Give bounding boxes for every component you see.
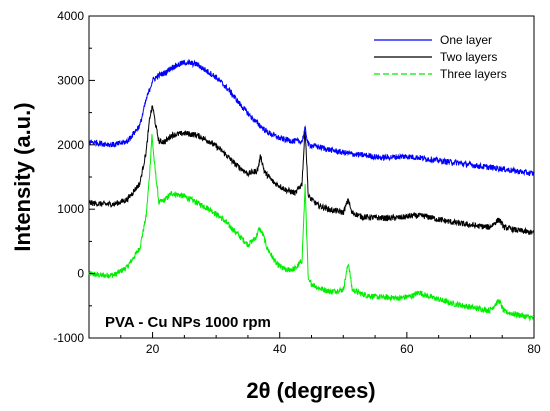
series-line-2 — [88, 105, 535, 235]
series-line-3 — [88, 133, 535, 322]
x-axis-ticks: 20 40 60 80 — [88, 332, 541, 356]
x-tick-label: 40 — [273, 342, 287, 356]
series-line-1 — [88, 58, 535, 177]
x-tick-label: 20 — [146, 342, 160, 356]
y-tick-label: 2000 — [57, 138, 84, 152]
legend-label-2: Two layers — [440, 50, 497, 64]
series-layer — [88, 58, 535, 322]
legend-label-1: One layer — [440, 33, 492, 47]
chart-annotation: PVA - Cu NPs 1000 rpm — [105, 314, 271, 331]
legend: One layer Two layers Three layers — [374, 33, 507, 81]
x-tick-label: 80 — [527, 342, 541, 356]
y-tick-label: 1000 — [57, 202, 84, 216]
y-tick-label: -1000 — [53, 331, 84, 345]
y-axis-label: Intensity (a.u.) — [10, 102, 35, 251]
x-axis-label: 2θ (degrees) — [246, 378, 375, 403]
y-tick-label: 4000 — [57, 9, 84, 23]
y-tick-label: 3000 — [57, 73, 84, 87]
legend-label-3: Three layers — [440, 67, 507, 81]
y-axis-ticks: -1000 0 1000 2000 3000 4000 — [53, 9, 95, 345]
y-tick-label: 0 — [77, 267, 84, 281]
x-tick-label: 60 — [400, 342, 414, 356]
